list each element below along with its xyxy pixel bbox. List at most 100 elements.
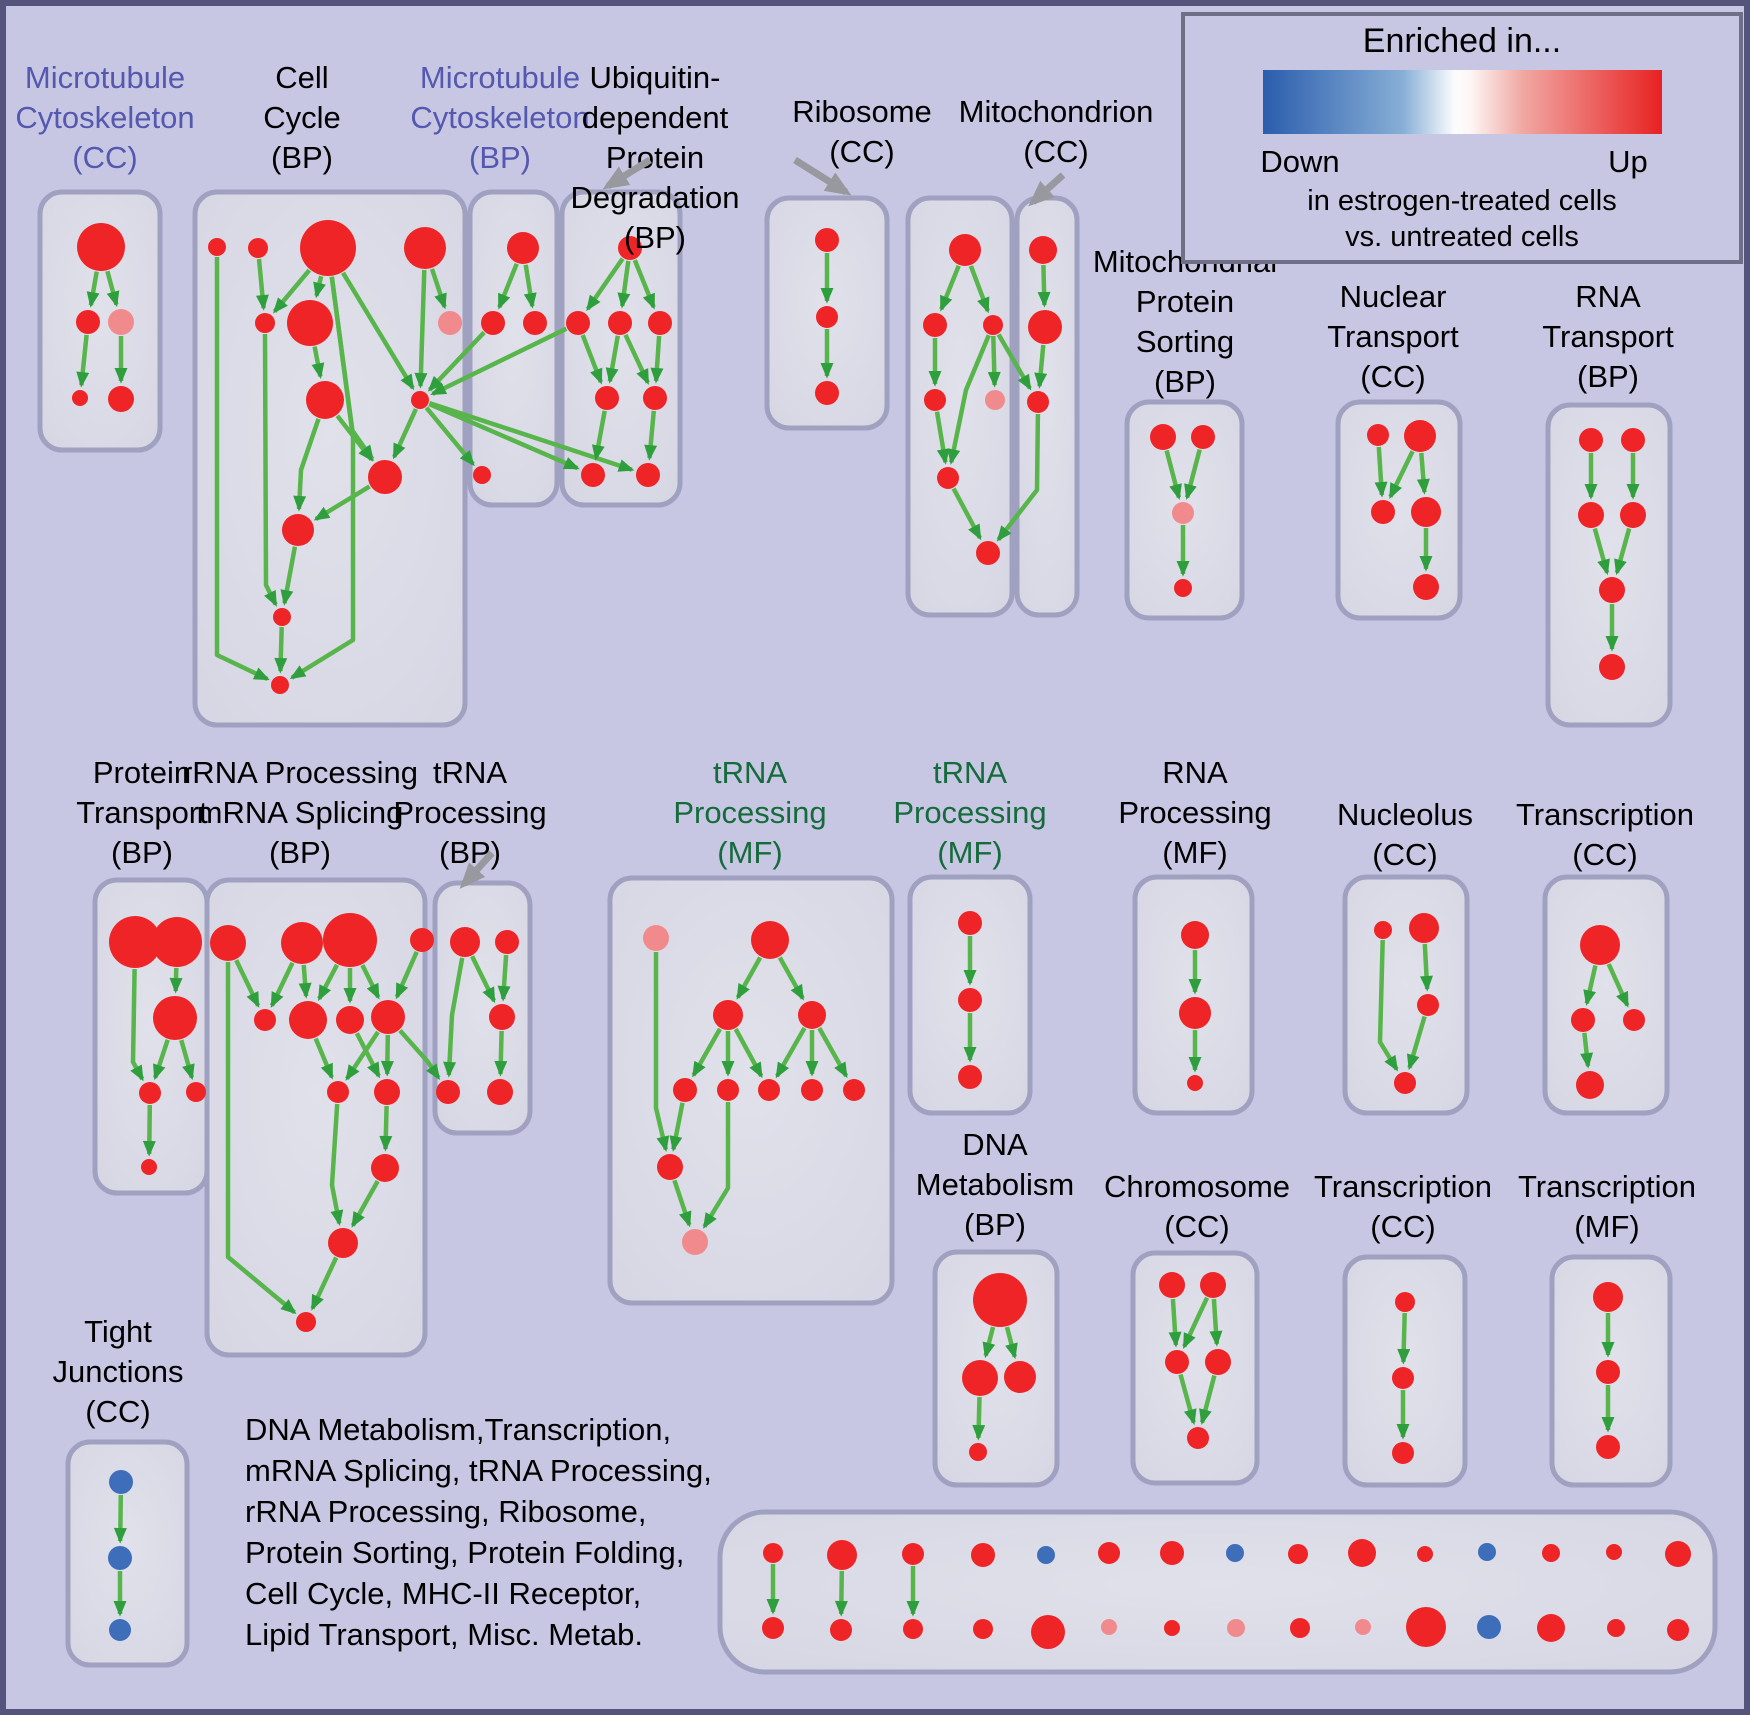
node-i5: [1413, 574, 1439, 600]
node-k11t: [1417, 1546, 1433, 1562]
edge-x1-x3: [1168, 1298, 1182, 1348]
legend-subtitle-1: in estrogen-treated cells: [1307, 185, 1617, 217]
edge-b5-b12: [262, 333, 278, 607]
edge-b3-b5: [272, 268, 312, 314]
edge-m2-m4: [777, 956, 805, 1001]
label-microtubule-bp: Cytoskeleton: [410, 100, 589, 135]
label-rna-processing-mf: Processing: [1118, 795, 1271, 830]
label-mito-protein-sorting: (BP): [1154, 364, 1216, 399]
edge-x3-x5: [1178, 1373, 1197, 1426]
label-trna-processing-mf-large: tRNA: [713, 755, 787, 790]
edge-b12-b13: [274, 626, 288, 674]
node-h2: [1191, 425, 1215, 449]
edge-t1-t3: [470, 955, 497, 1004]
node-k7b: [1164, 1620, 1180, 1636]
label-cell-cycle: (BP): [271, 140, 333, 175]
label-transcription-mf: (MF): [1574, 1209, 1639, 1244]
edge-g1-g2: [1037, 264, 1051, 308]
edge-r6-r9: [313, 1037, 334, 1080]
node-d2: [566, 311, 590, 335]
edge-p4-p6: [142, 1104, 156, 1157]
label-chromosome: Chromosome: [1104, 1169, 1290, 1204]
edge-b11-b12: [280, 546, 298, 606]
edge-r3-r6: [317, 963, 339, 1002]
node-k7t: [1160, 1541, 1184, 1565]
node-m6: [717, 1079, 739, 1101]
label-ubiquitin-degradation: dependent: [582, 100, 729, 135]
edge-b9-b10: [392, 408, 418, 460]
node-v1: [1580, 925, 1620, 965]
edge-b9-d7: [428, 401, 580, 471]
node-t4: [436, 1080, 460, 1104]
label-trna-processing-mf-small: (MF): [937, 835, 1002, 870]
label-nuclear-transport: Nuclear: [1340, 279, 1447, 314]
legend-gradient-bar: [1263, 70, 1662, 134]
node-r10: [374, 1079, 400, 1105]
node-h1: [1150, 424, 1176, 450]
node-r8: [371, 1000, 405, 1034]
label-dna-metabolism: Metabolism: [916, 1167, 1075, 1202]
node-a5: [108, 386, 134, 412]
node-f1: [949, 234, 981, 266]
edge-r12-r13: [310, 1256, 339, 1311]
label-rrna-processing: (BP): [269, 835, 331, 870]
node-j4: [1620, 502, 1646, 528]
node-k12t: [1478, 1543, 1496, 1561]
label-chromosome: (CC): [1164, 1209, 1229, 1244]
label-protein-transport: Protein: [93, 755, 191, 790]
edge-p3-p4: [152, 1039, 170, 1081]
edge-d2-d5: [580, 334, 603, 385]
label-transcription-cc-mid: Transcription: [1516, 797, 1694, 832]
edge-r8-r9: [345, 1030, 380, 1081]
node-i2: [1404, 420, 1436, 452]
label-trna-processing-mf-large: (MF): [717, 835, 782, 870]
label-cell-cycle: Cell: [275, 60, 328, 95]
label-transcription-cc-bottom: (CC): [1370, 1209, 1435, 1244]
node-w2: [962, 1360, 998, 1396]
node-u3: [1417, 994, 1439, 1016]
node-p1: [109, 916, 161, 968]
node-b6: [287, 300, 333, 346]
edge-m6-m11: [702, 1102, 731, 1229]
edge-f6-f7: [951, 487, 982, 541]
arrow-to-trna-bp: [459, 850, 495, 889]
edge-m4-m9: [817, 1026, 849, 1079]
edge-b9-c4: [424, 406, 475, 467]
node-p3: [153, 996, 197, 1040]
edge-b4-b9: [414, 269, 428, 389]
node-k5b: [1031, 1615, 1065, 1649]
node-k10b: [1355, 1619, 1371, 1635]
edge-r8-r10: [380, 1034, 394, 1077]
node-v3: [1623, 1009, 1645, 1031]
edge-y1-y2: [1397, 1312, 1411, 1365]
node-t1: [450, 927, 480, 957]
label-trna-processing-mf-large: Processing: [673, 795, 826, 830]
node-c3: [523, 311, 547, 335]
node-f4: [924, 389, 946, 411]
node-k4b: [973, 1619, 993, 1639]
node-k1t: [763, 1543, 783, 1563]
edge-m4-m7: [775, 1026, 807, 1079]
edge-d5-d7: [591, 410, 607, 461]
edge-t1-t4: [443, 957, 465, 1078]
edge-c1-c3: [523, 264, 537, 309]
cluster-box-dna-metabolism: [932, 1249, 1060, 1488]
arrow-to-mitochondrion: [1028, 172, 1066, 207]
node-m9: [843, 1079, 865, 1101]
legend-title: Enriched in...: [1363, 22, 1561, 60]
node-k9b: [1290, 1618, 1310, 1638]
edge-w1-w2: [982, 1326, 996, 1359]
node-k8b: [1227, 1619, 1245, 1637]
node-e1: [815, 228, 839, 252]
arrow-to-ubiquitin-left: [602, 157, 652, 190]
node-f3: [983, 315, 1003, 335]
edge-f3-f6: [947, 334, 991, 465]
label-mixed-clusters-caption: rRNA Processing, Ribosome,: [245, 1494, 646, 1529]
node-tj1: [109, 1470, 133, 1494]
label-tight-junctions: Tight: [84, 1314, 152, 1349]
label-tight-junctions: (CC): [85, 1394, 150, 1429]
node-b9: [411, 391, 429, 409]
node-d8: [636, 463, 660, 487]
label-ubiquitin-degradation: Protein: [606, 140, 704, 175]
